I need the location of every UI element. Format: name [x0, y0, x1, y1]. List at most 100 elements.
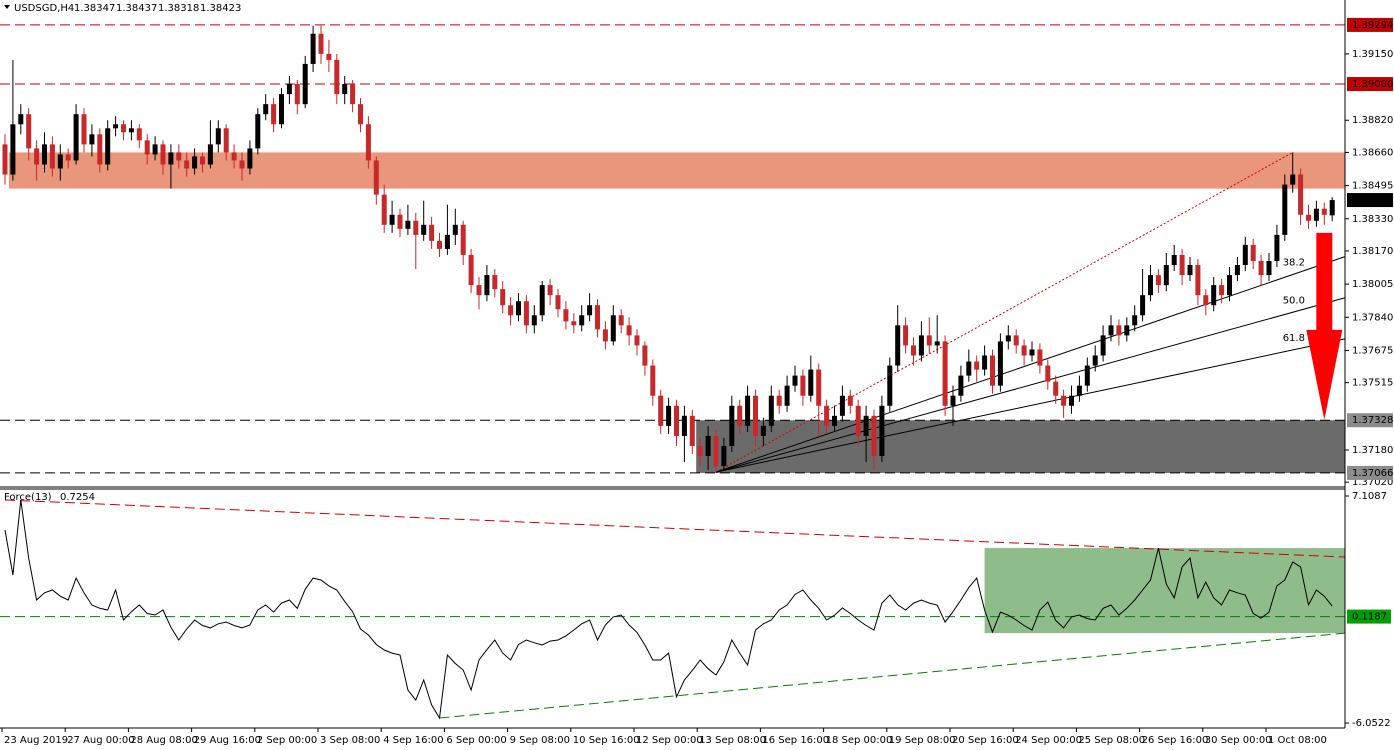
candle-body — [903, 325, 909, 346]
force-trendline — [4, 499, 1345, 558]
candle-body — [871, 415, 877, 457]
candle-body — [666, 405, 672, 426]
candle-body — [516, 301, 521, 316]
candle-body — [1298, 174, 1304, 215]
candle-body — [824, 405, 830, 426]
candle-body — [286, 84, 292, 95]
x-tick-label: 2 Sep 00:00 — [257, 735, 317, 746]
chart-symbol: USDSGD,H4 — [14, 3, 74, 14]
candle-body — [681, 415, 687, 436]
candle-body — [350, 84, 356, 105]
candle-body — [405, 220, 411, 229]
y-tick-label: 1.37180 — [1352, 445, 1393, 456]
candle-body — [57, 154, 63, 169]
candle-body — [1076, 385, 1082, 396]
candle-body — [389, 214, 395, 225]
candle-body — [484, 275, 490, 296]
candle-body — [121, 124, 126, 133]
candle-body — [1021, 345, 1027, 356]
candle-body — [1329, 200, 1335, 216]
fan-line — [715, 297, 1346, 473]
candle-body — [990, 355, 995, 386]
candle-body — [934, 341, 940, 346]
open-value: 1.38347 — [74, 3, 115, 14]
force-tick-label: -6.0522 — [1352, 718, 1391, 729]
candle-body — [365, 124, 371, 161]
candle-body — [342, 84, 348, 95]
candle-body — [73, 114, 79, 161]
close-value: 1.38423 — [200, 3, 241, 14]
candle-body — [1219, 285, 1225, 296]
candle-body — [1148, 275, 1153, 296]
candle-body — [326, 53, 332, 60]
high-value: 1.38437 — [116, 3, 157, 14]
fan-line — [715, 256, 1346, 473]
candle-body — [839, 395, 845, 416]
candle-body — [192, 156, 198, 169]
candle-body — [1163, 265, 1169, 286]
candle-body — [895, 325, 901, 366]
candle-body — [610, 315, 616, 342]
candle-body — [1203, 295, 1209, 306]
y-tick-label: 1.38330 — [1352, 214, 1393, 225]
candle-body — [34, 148, 40, 165]
candle-body — [642, 345, 648, 366]
candle-body — [602, 329, 608, 342]
force-line — [4, 499, 1333, 720]
x-tick-label: 27 Aug 00:00 — [67, 735, 134, 746]
candle-body — [855, 405, 861, 436]
candle-body — [974, 361, 980, 370]
candle-body — [1313, 208, 1319, 221]
x-tick-label: 28 Aug 08:00 — [130, 735, 197, 746]
candle-body — [452, 224, 458, 235]
candle-body — [500, 289, 506, 306]
candle-body — [1124, 325, 1130, 336]
force-trendline — [439, 632, 1345, 719]
candle-body — [271, 104, 277, 125]
candle-body — [555, 295, 561, 310]
candle-body — [397, 214, 403, 229]
candle-body — [184, 160, 190, 169]
candle-body — [713, 435, 719, 467]
candle-body — [1037, 349, 1043, 366]
fan-baseline — [715, 151, 1293, 473]
candle-body — [1013, 335, 1019, 346]
candle-body — [1045, 365, 1051, 382]
y-tick-label: 1.38170 — [1352, 246, 1393, 257]
candle-body — [942, 341, 948, 406]
candle-body — [2, 144, 8, 175]
y-tick-label: 1.37840 — [1352, 312, 1393, 323]
x-tick-label: 24 Sep 00:00 — [1015, 735, 1082, 746]
candle-body — [658, 395, 664, 426]
candle-body — [753, 395, 758, 436]
candle-body — [531, 315, 537, 326]
candle-body — [279, 94, 284, 125]
candle-body — [595, 305, 600, 330]
x-tick-label: 10 Sep 16:00 — [573, 735, 640, 746]
candle-body — [437, 240, 442, 249]
candle-body — [1179, 254, 1185, 276]
candle-body — [1069, 395, 1074, 406]
level-label: 1.39294 — [1352, 20, 1393, 31]
candle-body — [547, 285, 553, 296]
candle-body — [950, 395, 956, 406]
candle-body — [65, 154, 71, 161]
level-label-bg — [1347, 465, 1393, 480]
x-tick-label: 13 Sep 08:00 — [699, 735, 766, 746]
candle-body — [784, 385, 790, 406]
candle-body — [1171, 254, 1177, 266]
collapse-icon — [4, 5, 10, 9]
candle-body — [476, 285, 482, 296]
candle-body — [1108, 325, 1114, 336]
candle-body — [42, 144, 47, 165]
level-label: 1.37066 — [1352, 468, 1393, 479]
current-price-label: 1.38423 — [1352, 195, 1393, 206]
candle-body — [737, 405, 743, 426]
plot-layer: 38.2 50.0 61.8 — [0, 24, 1346, 720]
candle-body — [413, 220, 419, 235]
candle-body — [997, 341, 1003, 386]
x-tick-label: 26 Sep 16:00 — [1142, 735, 1209, 746]
candle-body — [1234, 265, 1240, 276]
candle-body — [1250, 244, 1256, 261]
